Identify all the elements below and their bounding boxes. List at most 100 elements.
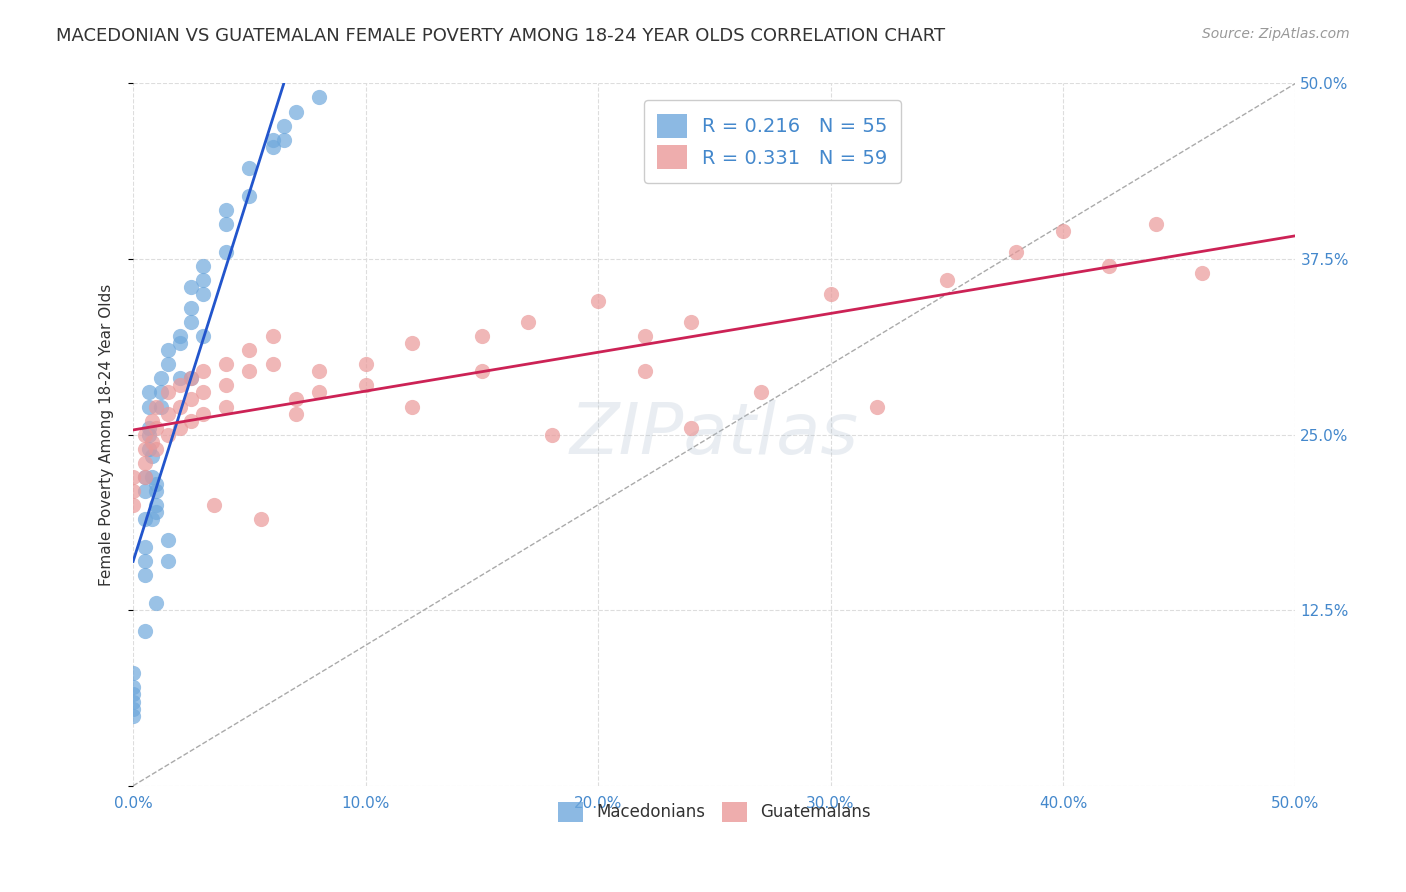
- Point: [134, 456, 156, 470]
- Point: [1144, 217, 1167, 231]
- Point: [308, 90, 330, 104]
- Point: [145, 505, 167, 519]
- Point: [138, 427, 160, 442]
- Point: [540, 427, 562, 442]
- Point: [122, 483, 145, 498]
- Point: [169, 420, 191, 434]
- Point: [145, 400, 167, 414]
- Point: [273, 133, 295, 147]
- Point: [122, 688, 145, 702]
- Point: [169, 371, 191, 385]
- Point: [180, 371, 202, 385]
- Point: [191, 364, 214, 378]
- Point: [150, 385, 173, 400]
- Point: [122, 708, 145, 723]
- Point: [284, 104, 307, 119]
- Point: [156, 554, 179, 568]
- Point: [215, 400, 238, 414]
- Point: [586, 294, 609, 309]
- Point: [134, 568, 156, 582]
- Point: [156, 533, 179, 547]
- Point: [215, 202, 238, 217]
- Point: [1191, 266, 1213, 280]
- Point: [749, 385, 772, 400]
- Point: [1098, 259, 1121, 273]
- Point: [284, 392, 307, 407]
- Point: [122, 681, 145, 695]
- Point: [238, 161, 260, 175]
- Point: [145, 476, 167, 491]
- Point: [262, 139, 284, 153]
- Point: [180, 392, 202, 407]
- Point: [180, 301, 202, 316]
- Point: [180, 413, 202, 427]
- Point: [262, 357, 284, 371]
- Point: [238, 189, 260, 203]
- Point: [262, 329, 284, 343]
- Point: [471, 364, 494, 378]
- Point: [191, 259, 214, 273]
- Point: [935, 273, 957, 287]
- Point: [273, 119, 295, 133]
- Point: [150, 400, 173, 414]
- Point: [134, 540, 156, 554]
- Point: [262, 133, 284, 147]
- Point: [145, 420, 167, 434]
- Point: [191, 385, 214, 400]
- Text: MACEDONIAN VS GUATEMALAN FEMALE POVERTY AMONG 18-24 YEAR OLDS CORRELATION CHART: MACEDONIAN VS GUATEMALAN FEMALE POVERTY …: [56, 27, 945, 45]
- Point: [145, 483, 167, 498]
- Point: [134, 554, 156, 568]
- Point: [122, 701, 145, 715]
- Point: [679, 315, 702, 329]
- Point: [138, 400, 160, 414]
- Point: [471, 329, 494, 343]
- Point: [169, 329, 191, 343]
- Point: [141, 469, 163, 483]
- Point: [820, 287, 842, 301]
- Point: [141, 512, 163, 526]
- Point: [401, 336, 423, 351]
- Point: [134, 483, 156, 498]
- Point: [191, 407, 214, 421]
- Point: [134, 469, 156, 483]
- Point: [180, 280, 202, 294]
- Point: [191, 329, 214, 343]
- Point: [150, 371, 173, 385]
- Point: [145, 442, 167, 456]
- Text: Source: ZipAtlas.com: Source: ZipAtlas.com: [1202, 27, 1350, 41]
- Point: [238, 364, 260, 378]
- Point: [134, 512, 156, 526]
- Point: [122, 469, 145, 483]
- Point: [122, 694, 145, 708]
- Point: [122, 666, 145, 681]
- Point: [180, 315, 202, 329]
- Point: [156, 385, 179, 400]
- Point: [679, 420, 702, 434]
- Point: [1005, 245, 1028, 260]
- Point: [138, 442, 160, 456]
- Point: [250, 512, 273, 526]
- Point: [141, 413, 163, 427]
- Point: [204, 498, 226, 512]
- Point: [145, 596, 167, 610]
- Point: [138, 385, 160, 400]
- Point: [215, 357, 238, 371]
- Point: [156, 407, 179, 421]
- Point: [284, 407, 307, 421]
- Point: [134, 624, 156, 639]
- Point: [141, 449, 163, 463]
- Point: [169, 336, 191, 351]
- Point: [156, 427, 179, 442]
- Point: [238, 343, 260, 358]
- Point: [866, 400, 889, 414]
- Point: [215, 217, 238, 231]
- Legend: Macedonians, Guatemalans: Macedonians, Guatemalans: [546, 790, 883, 834]
- Point: [215, 245, 238, 260]
- Point: [122, 498, 145, 512]
- Point: [141, 434, 163, 449]
- Point: [180, 371, 202, 385]
- Point: [191, 287, 214, 301]
- Point: [145, 498, 167, 512]
- Point: [156, 343, 179, 358]
- Point: [215, 378, 238, 392]
